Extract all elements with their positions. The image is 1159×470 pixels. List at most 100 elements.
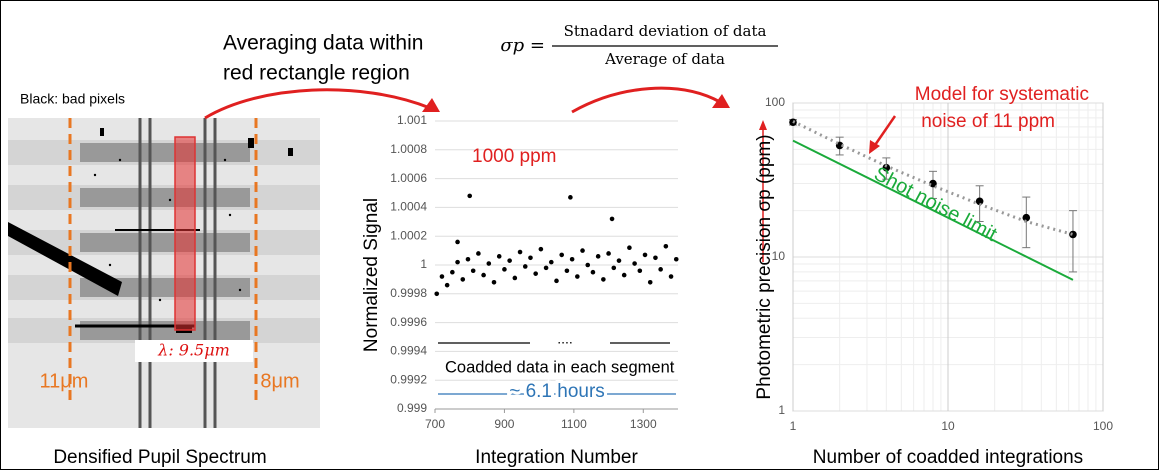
y-tick-label: 0.9996 [390,315,427,329]
data-point [929,179,937,188]
data-point [637,268,643,274]
wavelength-label: λ: 9.5μm [157,341,230,360]
model-note: noise of 11 ppm [921,111,1055,132]
bad-pixel-note: Black: bad pixels [20,91,125,107]
data-point [512,275,518,281]
arrow-head [869,140,880,154]
x-tick-label: 1 [790,419,797,433]
formula-lhs: σp = [500,35,545,56]
x-axis-label: Integration Number [475,447,638,468]
duration-label: ~ 6.1 hours [509,381,605,402]
data-point [444,282,450,288]
arrow [571,86,721,114]
y-tick-label: 100 [765,95,785,109]
data-point [559,252,565,258]
data-point [486,261,492,266]
x-tick-label: 100 [1093,419,1113,433]
data-point [543,265,549,271]
x-axis-label: Number of coadded integrations [813,447,1083,468]
data-point [470,268,476,274]
y-tick-label: 0.999 [397,401,427,415]
data-point [528,255,533,261]
data-point [673,256,679,262]
y-tick-label: 1.0004 [390,200,427,214]
formula-denominator: Average of data [604,50,725,68]
spectrum-image [8,118,320,428]
data-point [460,277,466,282]
data-point [491,279,497,285]
data-point [663,243,669,249]
x-tick-label: 900 [494,417,514,431]
data-point [502,267,507,272]
arrow [204,88,431,120]
data-point [1022,213,1031,222]
y-tick-label: 1.0008 [390,142,427,156]
data-point [975,197,984,206]
data-point [580,248,585,253]
data-point [564,268,570,274]
data-point [569,256,575,262]
data-point [517,249,523,255]
y-tick-label: 0.9992 [390,372,427,386]
data-point [590,269,596,275]
data-point [522,264,528,269]
data-point [434,291,440,297]
data-point [496,254,502,259]
data-point [882,163,891,172]
arrow-head [759,120,767,130]
data-point [554,278,559,284]
data-point [455,259,460,265]
data-point [627,245,632,251]
y-axis-label: Normalized Signal [361,198,382,352]
data-point [609,216,615,222]
segment-ellipsis: .... [557,331,573,347]
y-axis-label: Photometric precision σp (ppm) [754,134,775,399]
arrow-head [422,98,440,112]
x-tick-label: 10 [941,419,955,433]
data-point [642,252,648,258]
data-point [647,279,653,285]
x-tick-label: 1100 [561,417,587,431]
data-point [653,255,658,261]
data-point [668,274,674,279]
arrow-note: Averaging data within [223,32,423,55]
x-tick-label: 700 [425,417,445,431]
y-tick-label: 0.9994 [390,344,427,358]
data-point [585,262,591,268]
data-point [450,269,455,275]
y-tick-label: 10 [772,249,786,263]
data-point [439,274,445,279]
x-tick-label: 1300 [630,417,657,431]
data-point [533,271,538,276]
formula-numerator: Stnadard deviation of data [564,22,767,40]
y-tick-label: 1.0006 [390,171,427,185]
data-point [476,251,481,256]
arrow-note: red rectangle region [223,62,410,85]
data-point [507,258,512,263]
y-tick-label: 1 [420,257,427,271]
left-wavelength: 11μm [40,370,89,392]
data-point [1069,230,1077,239]
data-point [568,195,573,200]
data-point [601,277,606,282]
segment-label: Coadded data in each segment [445,358,675,376]
amplitude-label: 1000 ppm [472,146,557,167]
data-point [595,254,601,259]
series-line [792,139,1074,281]
arrow-head [712,94,730,108]
model-arrow [871,115,897,149]
right-wavelength: 8μm [260,370,299,392]
data-point [611,265,617,271]
y-tick-label: 1.0002 [390,228,427,242]
data-point [616,258,622,263]
data-point [465,256,471,262]
y-tick-label: 0.9998 [390,286,427,300]
panel-caption: Densified Pupil Spectrum [53,447,266,468]
data-point [538,246,544,252]
data-point [481,272,486,278]
data-point [548,259,554,265]
data-point [658,267,663,272]
y-tick-label: 1.001 [397,113,427,127]
data-point [632,261,637,266]
